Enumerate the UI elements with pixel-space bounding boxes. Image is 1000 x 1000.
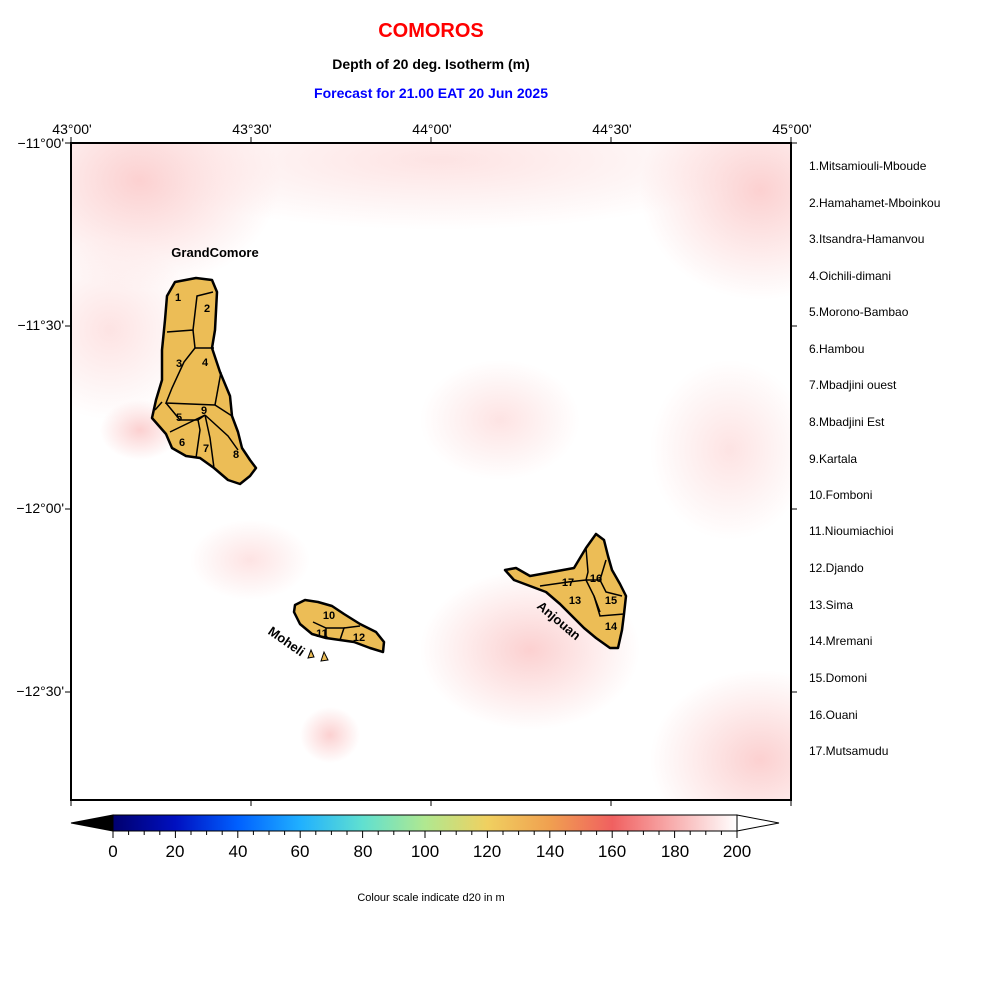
d20-field — [71, 143, 791, 800]
legend-item-8: 8.Mbadjini Est — [809, 415, 885, 429]
legend-item-16: 16.Ouani — [809, 708, 858, 722]
region-number-8: 8 — [233, 449, 239, 461]
lon-label-45-00: 45°00' — [772, 121, 812, 137]
lat-label-12-30: −12°30' — [16, 683, 64, 699]
colorbar-tick-20: 20 — [165, 842, 185, 861]
colorbar-tick-180: 180 — [660, 842, 690, 861]
legend-item-3: 3.Itsandra-Hamanvou — [809, 232, 925, 246]
region-number-15: 15 — [605, 595, 617, 607]
region-number-17: 17 — [562, 577, 574, 589]
colorbar-tick-140: 140 — [535, 842, 565, 861]
colorbar-tick-120: 120 — [472, 842, 502, 861]
legend-item-4: 4.Oichili-dimani — [809, 269, 892, 283]
lon-label-43-30: 43°30' — [232, 121, 272, 137]
region-number-3: 3 — [176, 358, 182, 370]
region-number-11: 11 — [316, 628, 328, 640]
legend-item-9: 9.Kartala — [809, 452, 858, 466]
legend-item-6: 6.Hambou — [809, 342, 865, 356]
colorbar-tick-0: 0 — [108, 842, 118, 861]
region-number-9: 9 — [201, 405, 207, 417]
colorbar-caption: Colour scale indicate d20 in m — [357, 892, 505, 904]
legend-item-7: 7.Mbadjini ouest — [809, 378, 897, 392]
region-number-6: 6 — [179, 437, 185, 449]
region-number-14: 14 — [605, 621, 618, 633]
legend-item-15: 15.Domoni — [809, 671, 868, 685]
colorbar-high-arrow — [736, 814, 780, 832]
region-number-10: 10 — [323, 610, 335, 622]
colorbar-tick-100: 100 — [410, 842, 440, 861]
region-number-16: 16 — [590, 573, 602, 585]
legend-item-5: 5.Morono-Bambao — [809, 305, 909, 319]
region-number-12: 12 — [353, 632, 365, 644]
grand-comore-island: 1 2 3 4 5 6 7 8 9 GrandComore — [150, 245, 259, 486]
legend-item-2: 2.Hamahamet-Mboinkou — [809, 196, 941, 210]
colorbar-tick-160: 160 — [597, 842, 627, 861]
region-number-4: 4 — [202, 357, 209, 369]
legend-item-17: 17.Mutsamudu — [809, 744, 889, 758]
axis-ticks — [65, 137, 797, 806]
colorbar-tick-40: 40 — [228, 842, 248, 861]
legend-item-11: 11.Nioumiachioi — [809, 524, 894, 538]
colorbar — [70, 814, 780, 838]
legend-item-14: 14.Mremani — [809, 634, 873, 648]
region-number-2: 2 — [204, 303, 210, 315]
lat-label-11-00: −11°00' — [17, 135, 64, 151]
lon-label-44-00: 44°00' — [412, 121, 452, 137]
legend-item-1: 1.Mitsamiouli-Mboude — [809, 159, 927, 173]
lat-label-12-00: −12°00' — [16, 500, 64, 516]
legend-item-10: 10.Fomboni — [809, 488, 873, 502]
legend-item-13: 13.Sima — [809, 598, 854, 612]
island-label-grand-comore: GrandComore — [171, 245, 258, 260]
lat-label-11-30: −11°30' — [17, 317, 64, 333]
lon-label-43-00: 43°00' — [52, 121, 92, 137]
moheli-islet-2 — [320, 650, 329, 662]
region-number-5: 5 — [176, 412, 182, 424]
map-title: COMOROS — [378, 20, 484, 42]
region-number-13: 13 — [569, 595, 581, 607]
moheli-islet-1 — [307, 648, 315, 659]
colorbar-low-arrow — [70, 814, 114, 832]
region-number-7: 7 — [203, 443, 209, 455]
lon-label-44-30: 44°30' — [592, 121, 632, 137]
region-number-1: 1 — [175, 292, 181, 304]
colorbar-tick-60: 60 — [290, 842, 310, 861]
colorbar-tick-80: 80 — [353, 842, 373, 861]
colorbar-bar — [112, 814, 738, 832]
forecast-time: Forecast for 21.00 EAT 20 Jun 2025 — [314, 85, 548, 101]
map-subtitle: Depth of 20 deg. Isotherm (m) — [332, 56, 530, 72]
colorbar-tick-200: 200 — [722, 842, 752, 861]
legend-item-12: 12.Djando — [809, 561, 864, 575]
